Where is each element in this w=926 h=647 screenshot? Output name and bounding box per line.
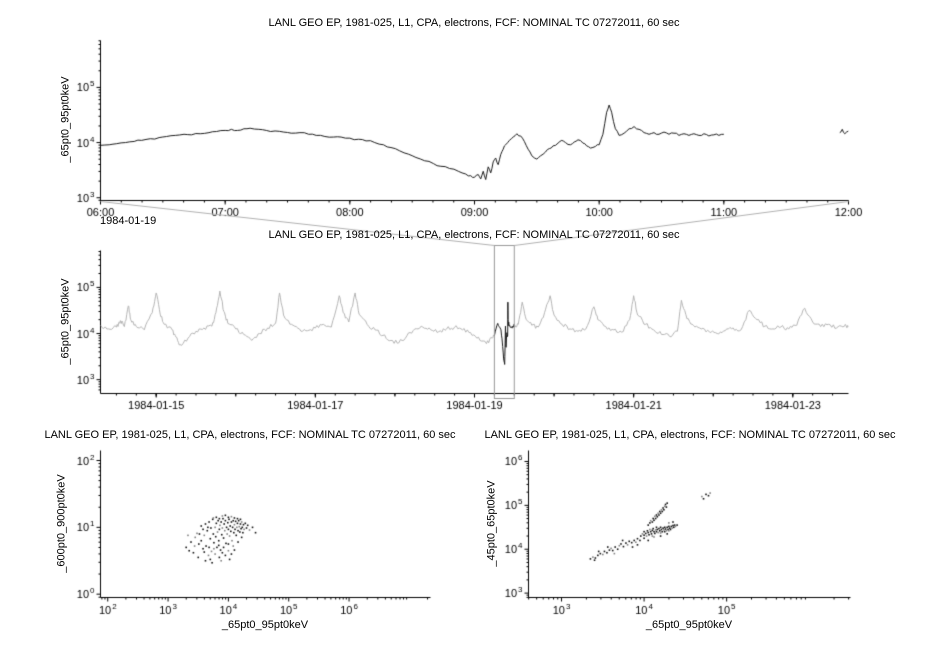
zoom-plot-ylabel: _65pt0_95pt0keV xyxy=(59,76,72,163)
scatter1-plot-ylabel: _600pt0_900pt0keV xyxy=(55,474,68,573)
scatter2-plot-title: LANL GEO EP, 1981-025, L1, CPA, electron… xyxy=(484,429,896,441)
scatter1-plot-title: LANL GEO EP, 1981-025, L1, CPA, electron… xyxy=(44,429,456,441)
scatter2-plot-ylabel: _45pt0_65pt0keV xyxy=(485,480,498,567)
zoom-plot-title: LANL GEO EP, 1981-025, L1, CPA, electron… xyxy=(268,17,680,29)
scatter2-plot-xlabel: _65pt0_95pt0keV xyxy=(645,619,733,631)
zoom-timeseries-plot-canvas[interactable] xyxy=(0,30,926,235)
scatter1-plot-xlabel: _65pt0_95pt0keV xyxy=(221,619,309,631)
scatter-600-900keV-plot-canvas[interactable] xyxy=(0,440,470,632)
context-timeseries-plot-canvas[interactable] xyxy=(0,240,926,418)
context-plot-ylabel: _65pt0_95pt0keV xyxy=(59,278,72,365)
scatter-45-65keV-plot-canvas[interactable] xyxy=(470,440,926,632)
context-plot-title: LANL GEO EP, 1981-025, L1, CPA, electron… xyxy=(268,229,680,241)
zoom-plot-date-label: 1984-01-19 xyxy=(100,215,157,227)
